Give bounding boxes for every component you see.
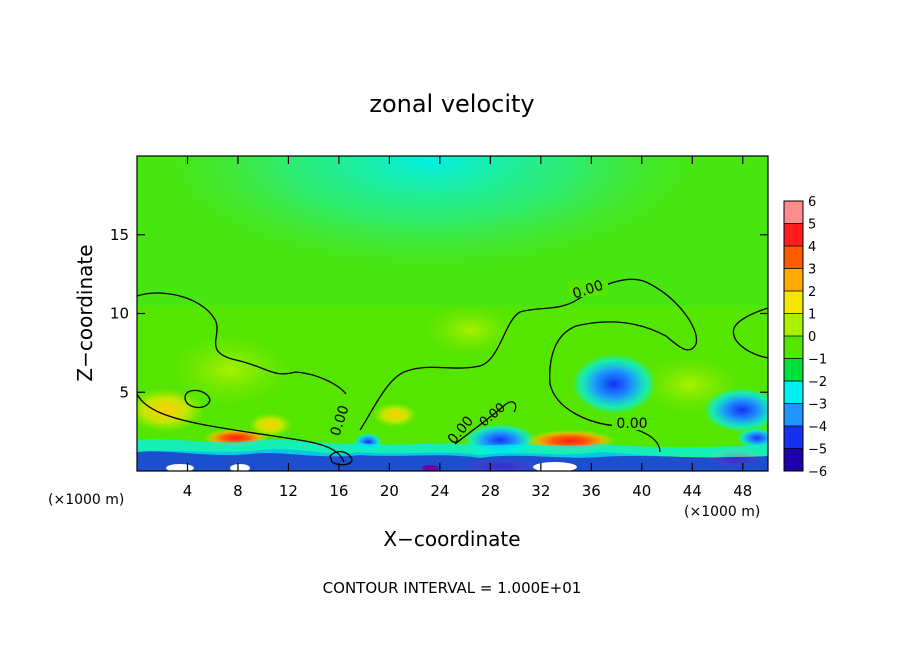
colorbar-label: −5	[808, 443, 827, 458]
colorbar-label: −4	[808, 420, 827, 435]
x-tick-label: 24	[430, 482, 449, 500]
x-tick-label: 4	[183, 482, 193, 500]
y-axis-label: Z−coordinate	[73, 244, 97, 381]
surface-cyan-band	[137, 439, 768, 458]
colorbar-swatch	[784, 313, 803, 337]
colorbar-swatch	[784, 448, 803, 472]
x-unit-left: (×1000 m)	[48, 492, 124, 508]
y-tick-label: 5	[119, 383, 129, 401]
contour-label-2: 0.00	[616, 416, 647, 432]
plot-area: 0.00 0.00 0.00 0.00 0.00	[137, 156, 768, 471]
white-spot-4	[422, 465, 438, 471]
colorbar-label: −1	[808, 353, 827, 368]
contour-zero-right	[732, 307, 768, 359]
y-tick-label: 15	[110, 226, 129, 244]
lime-patch-2	[425, 305, 515, 355]
colorbar-label: 6	[808, 195, 816, 210]
colorbar-swatch	[784, 268, 803, 292]
y-tick-label: 10	[110, 305, 129, 323]
x-tick-label: 28	[481, 482, 500, 500]
x-tick-label: 32	[531, 482, 550, 500]
chart-title: zonal velocity	[369, 90, 534, 118]
colorbar-swatch	[784, 201, 803, 224]
contour-zero-left	[137, 292, 347, 395]
white-spot-2	[230, 464, 250, 471]
colorbar-swatch	[784, 223, 803, 247]
blue-blob-2	[704, 388, 768, 432]
contour-closed-1	[184, 389, 211, 409]
colorbar-swatch	[784, 291, 803, 314]
contour-lines	[137, 278, 768, 466]
colorbar-label: 2	[808, 285, 816, 300]
contour-closed-2	[329, 450, 353, 466]
lime-patch-1	[170, 335, 290, 405]
x-tick-label: 44	[683, 482, 702, 500]
colorbar-label: 0	[808, 330, 816, 345]
blue-blob-5	[737, 428, 768, 448]
colorbar-swatch	[784, 336, 803, 359]
contour-zero-center	[359, 278, 698, 453]
yellow-patch-2	[373, 403, 417, 427]
contour-interval-note: CONTOUR INTERVAL = 1.000E+01	[323, 579, 582, 597]
blue-blob-1	[572, 354, 656, 414]
colorbar-label: −6	[808, 465, 827, 480]
x-tick-label: 16	[329, 482, 348, 500]
contour-zero-mid	[454, 401, 517, 445]
colorbar-label: −2	[808, 375, 827, 390]
colorbar-swatch	[784, 426, 803, 449]
x-axis-label: X−coordinate	[383, 527, 520, 551]
colorbar-label: 5	[808, 218, 816, 233]
x-tick-label: 20	[380, 482, 399, 500]
x-unit-right: (×1000 m)	[684, 504, 760, 520]
x-axis: 4 8 12 16 20 24 28 32 36 40 44 48	[183, 156, 752, 500]
colorbar-label: 3	[808, 263, 816, 278]
colorbar-swatch	[784, 403, 803, 427]
white-spot-3	[533, 462, 577, 471]
contour-zero-left-low	[137, 393, 345, 463]
cyan-core	[160, 156, 700, 270]
colorbar-label: 4	[808, 240, 816, 255]
colorbar-label: −3	[808, 398, 827, 413]
colorbar-label: 1	[808, 308, 816, 323]
x-tick-label: 8	[233, 482, 243, 500]
colorbar-swatch	[784, 246, 803, 269]
x-tick-label: 40	[632, 482, 651, 500]
y-axis: 5 10 15	[110, 226, 768, 401]
x-tick-label: 48	[733, 482, 752, 500]
colorbar-swatch	[784, 358, 803, 382]
x-tick-label: 36	[582, 482, 601, 500]
colorbar-swatch	[784, 381, 803, 404]
colorbar: 6 5 4 3 2 1 0 −1 −2 −3 −4 −5 −6	[783, 195, 827, 480]
x-tick-label: 12	[279, 482, 298, 500]
yellow-patch-3	[248, 413, 292, 437]
